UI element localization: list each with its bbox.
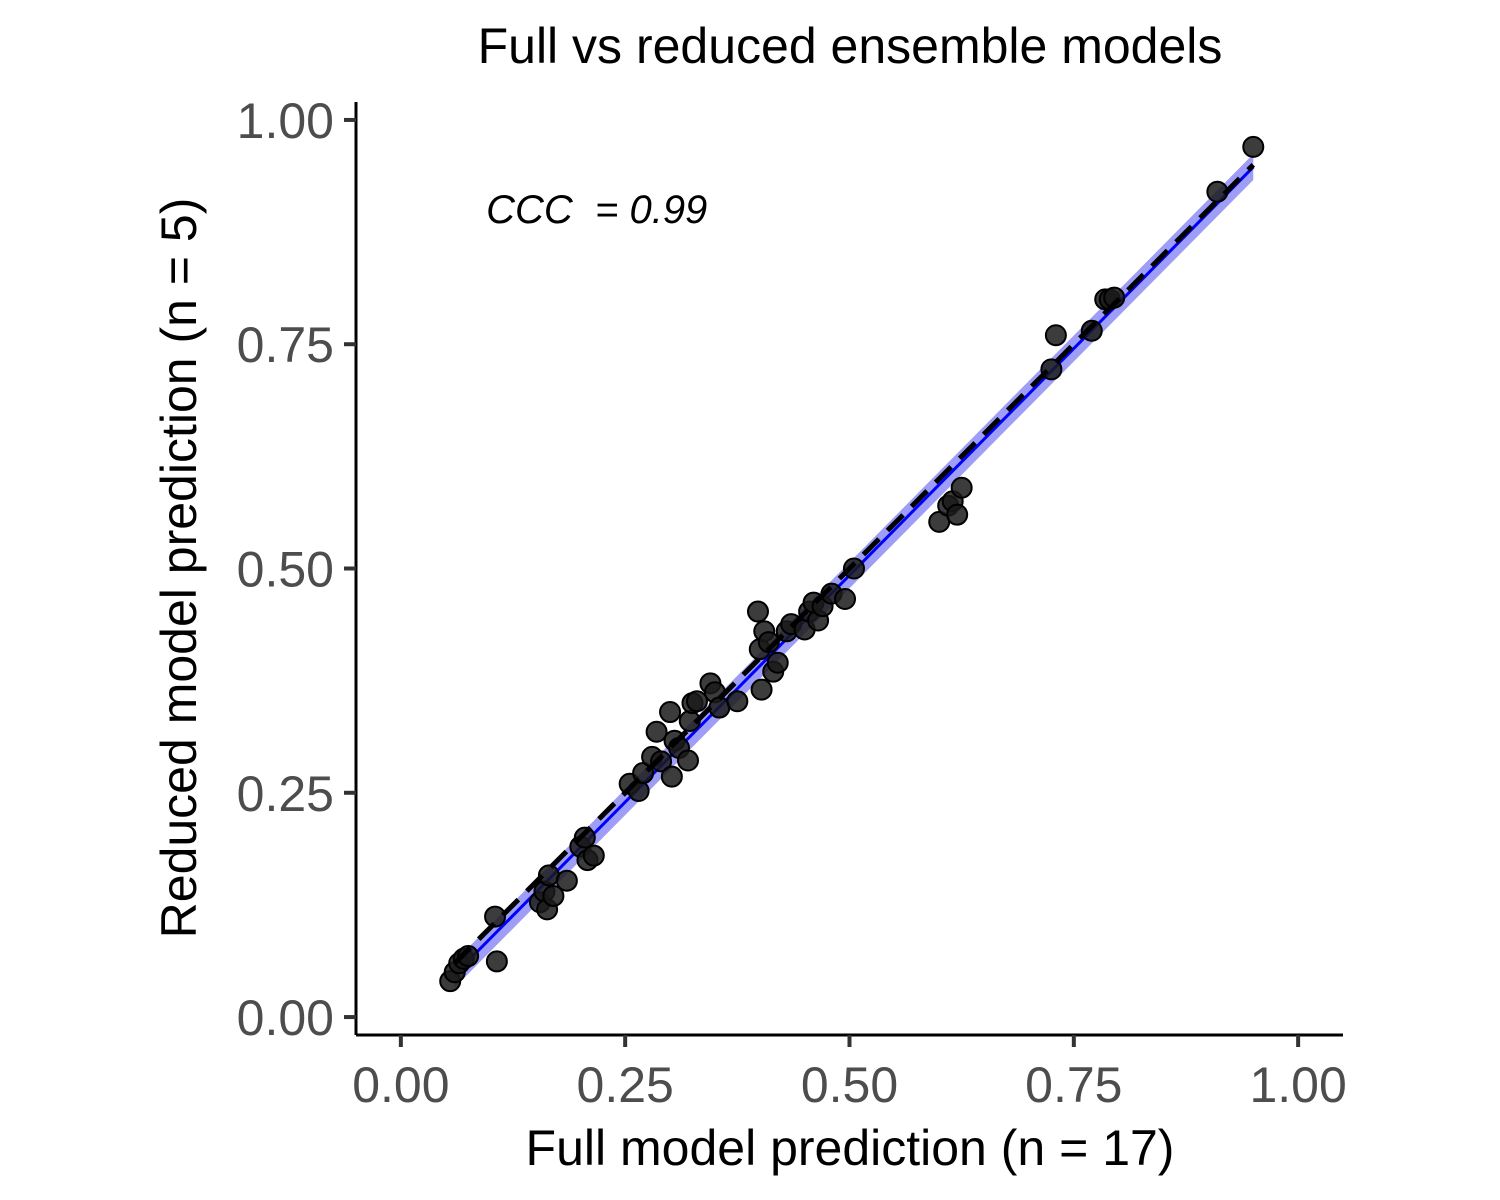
data-point bbox=[766, 651, 789, 674]
x-tick-label: 0.50 bbox=[801, 1057, 898, 1113]
y-tick-label: 0.50 bbox=[237, 542, 334, 598]
data-point bbox=[676, 749, 699, 772]
y-tick-label: 0.00 bbox=[237, 990, 334, 1046]
chart-title: Full vs reduced ensemble models bbox=[478, 18, 1223, 74]
x-tick-label: 0.25 bbox=[577, 1057, 674, 1113]
y-tick-label: 1.00 bbox=[237, 93, 334, 149]
data-point bbox=[685, 690, 708, 713]
data-point bbox=[1242, 135, 1265, 158]
data-point bbox=[834, 588, 857, 611]
data-point bbox=[950, 476, 973, 499]
y-axis-title: Reduced model prediction (n = 5) bbox=[151, 198, 207, 939]
data-point bbox=[582, 844, 605, 867]
x-axis-title: Full model prediction (n = 17) bbox=[526, 1120, 1175, 1176]
ccc-annotation: CCC = 0.99 bbox=[486, 188, 707, 232]
data-point bbox=[746, 600, 769, 623]
data-point bbox=[555, 869, 578, 892]
data-point bbox=[457, 945, 480, 968]
x-tick-label: 1.00 bbox=[1249, 1057, 1346, 1113]
data-point bbox=[726, 690, 749, 713]
data-point bbox=[485, 950, 508, 973]
y-tick-label: 0.25 bbox=[237, 766, 334, 822]
data-point bbox=[750, 678, 773, 701]
data-point bbox=[650, 750, 673, 773]
data-point bbox=[946, 503, 969, 526]
x-tick-label: 0.75 bbox=[1025, 1057, 1122, 1113]
data-point bbox=[484, 905, 507, 928]
data-point bbox=[660, 765, 683, 788]
data-point bbox=[1080, 319, 1103, 342]
identity-line bbox=[452, 163, 1256, 965]
x-tick-label: 0.00 bbox=[352, 1057, 449, 1113]
data-point bbox=[1044, 324, 1067, 347]
data-point bbox=[659, 701, 682, 724]
data-point bbox=[842, 557, 865, 580]
data-point bbox=[573, 826, 596, 849]
y-tick-label: 0.75 bbox=[237, 317, 334, 373]
data-point bbox=[1103, 286, 1126, 309]
data-point bbox=[542, 884, 565, 907]
data-point bbox=[645, 720, 668, 743]
